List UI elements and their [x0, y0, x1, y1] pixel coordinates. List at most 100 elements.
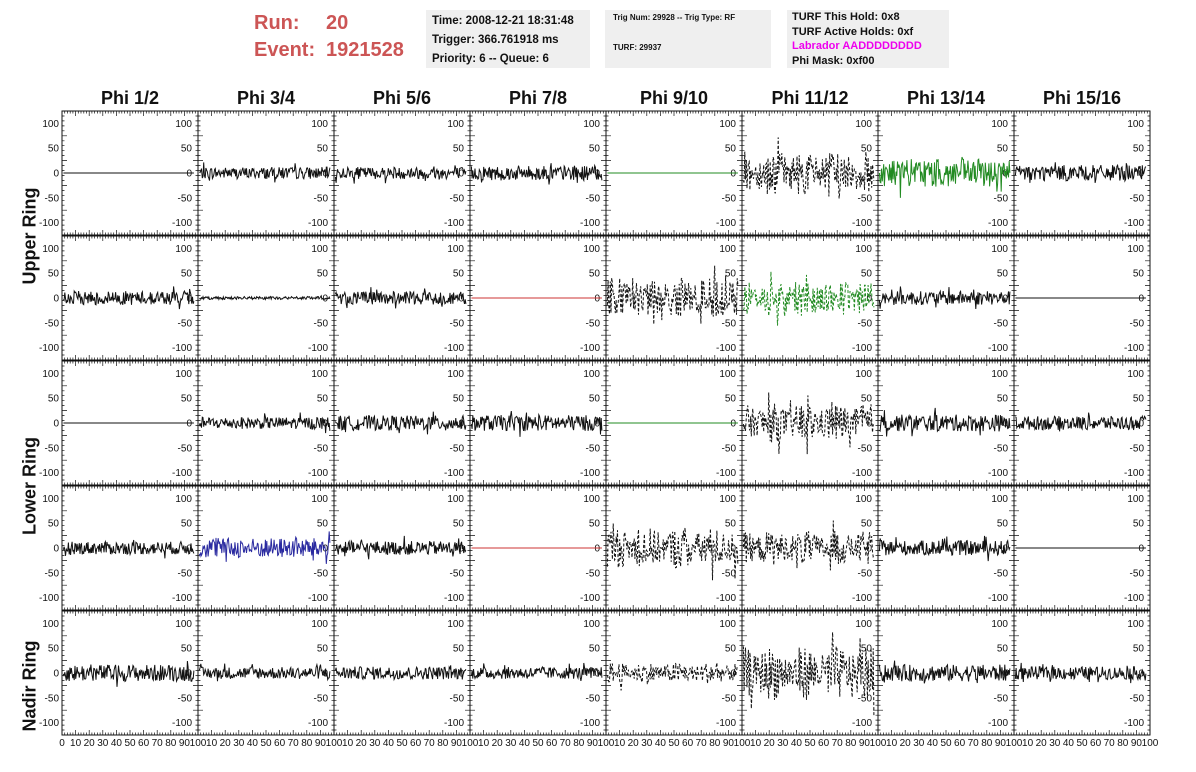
- y-tick-label: -50: [858, 568, 873, 579]
- y-tick-label: 100: [311, 244, 328, 255]
- x-tick-label: 30: [1049, 738, 1061, 749]
- y-tick-label: -100: [716, 718, 736, 729]
- y-tick-label: 0: [186, 419, 192, 430]
- run-label: Run:: [254, 12, 300, 34]
- x-tick-label: 50: [940, 738, 952, 749]
- x-tick-label: 100: [734, 738, 751, 749]
- y-tick-label: 50: [181, 394, 193, 405]
- x-tick-label: 40: [383, 738, 395, 749]
- y-tick-label-left: -50: [45, 568, 60, 579]
- y-tick-label: 50: [861, 144, 873, 155]
- y-tick-label: -100: [716, 218, 736, 229]
- trig-line: Trig Num: 29928 -- Trig Type: RF: [613, 13, 736, 22]
- x-tick-label: 30: [777, 738, 789, 749]
- y-tick-label: -100: [1124, 718, 1144, 729]
- waveform-trace-r0-c7: [1014, 162, 1147, 184]
- y-tick-label: -50: [722, 193, 737, 204]
- y-tick-label: -100: [580, 593, 600, 604]
- y-tick-label: 100: [855, 369, 872, 380]
- y-tick-label: -50: [450, 193, 465, 204]
- y-tick-label: -50: [994, 318, 1009, 329]
- axis-ticks-r1-c2: [333, 235, 471, 361]
- y-tick-label: 100: [719, 369, 736, 380]
- y-tick-label: 100: [583, 369, 600, 380]
- axis-ticks-r2-c0: [61, 360, 199, 486]
- turf-line: TURF: 29937: [613, 43, 662, 52]
- waveform-trace-r0-c1: [199, 162, 331, 183]
- axis-ticks-r1-c7: [1013, 235, 1151, 361]
- trig-info-box: Trig Num: 29928 -- Trig Type: RF TURF: 2…: [605, 10, 771, 68]
- waveform-trace-r4-c7: [1014, 662, 1147, 684]
- y-tick-label: 100: [719, 619, 736, 630]
- y-tick-label: 0: [594, 544, 600, 555]
- waveform-trace-r1-c2: [334, 287, 467, 309]
- axis-ticks-r1-c1: [197, 235, 335, 361]
- y-tick-label: -100: [308, 343, 328, 354]
- x-tick-label: 70: [152, 738, 164, 749]
- axis-ticks-r4-c6: [877, 610, 1015, 736]
- waveform-trace-r3-c1: [198, 531, 331, 564]
- y-tick-label: -100: [1124, 593, 1144, 604]
- y-tick-label: 100: [855, 244, 872, 255]
- y-tick-label: 100: [175, 119, 192, 130]
- y-tick-label: 100: [447, 619, 464, 630]
- waveform-trace-r1-c5: [742, 271, 875, 326]
- x-tick-label: 60: [1090, 738, 1102, 749]
- y-tick-label: 0: [866, 544, 872, 555]
- x-tick-label: 20: [220, 738, 232, 749]
- x-tick-label: 70: [696, 738, 708, 749]
- x-tick-label: 80: [301, 738, 313, 749]
- x-tick-label: 10: [478, 738, 490, 749]
- y-tick-label: -50: [314, 693, 329, 704]
- y-tick-label: -100: [580, 468, 600, 479]
- y-tick-label: 50: [589, 144, 601, 155]
- x-tick-label: 80: [981, 738, 993, 749]
- y-tick-label: -100: [988, 218, 1008, 229]
- labrador-line: Labrador AADDDDDDDD: [792, 40, 922, 52]
- y-tick-label: 100: [719, 244, 736, 255]
- x-tick-label: 60: [682, 738, 694, 749]
- x-tick-label: 50: [1076, 738, 1088, 749]
- y-tick-label: -50: [1130, 318, 1145, 329]
- trigger-line: Trigger: 366.761918 ms: [432, 34, 559, 46]
- column-header-phi-1-2: Phi 1/2: [100, 88, 160, 108]
- x-tick-label: 100: [190, 738, 207, 749]
- column-header-phi-5-6: Phi 5/6: [372, 88, 432, 108]
- x-tick-label: 40: [247, 738, 259, 749]
- axis-ticks-r2-c7: [1013, 360, 1151, 486]
- x-tick-label: 10: [1022, 738, 1034, 749]
- axis-ticks-r2-c2: [333, 360, 471, 486]
- y-tick-label: -100: [444, 343, 464, 354]
- y-tick-label: -100: [852, 593, 872, 604]
- y-tick-label: 100: [1127, 619, 1144, 630]
- y-tick-label: 50: [589, 644, 601, 655]
- y-tick-label: 0: [594, 419, 600, 430]
- y-tick-label: 50: [861, 519, 873, 530]
- axis-ticks-r2-c4: [605, 360, 743, 486]
- y-tick-label: -50: [994, 568, 1009, 579]
- column-header-phi-7-8: Phi 7/8: [508, 88, 568, 108]
- x-tick-label: 10: [886, 738, 898, 749]
- waveform-trace-r0-c2: [334, 165, 467, 184]
- event-value: 1921528: [326, 39, 404, 61]
- y-tick-label: -100: [308, 218, 328, 229]
- y-tick-label: -100: [308, 718, 328, 729]
- y-tick-label: 0: [1138, 419, 1144, 430]
- axis-ticks-r2-c1: [197, 360, 335, 486]
- x-tick-label: 30: [369, 738, 381, 749]
- waveform-trace-r4-c4: [606, 662, 739, 691]
- y-tick-label: 50: [1133, 144, 1145, 155]
- run-event-block: Run: 20 Event: 1921528: [254, 10, 404, 64]
- y-tick-label: -100: [988, 593, 1008, 604]
- x-tick-label: 40: [111, 738, 123, 749]
- x-tick-label: 10: [342, 738, 354, 749]
- y-tick-label: -50: [314, 443, 329, 454]
- y-tick-label: -100: [172, 218, 192, 229]
- x-tick-label: 40: [927, 738, 939, 749]
- y-tick-label: 100: [991, 619, 1008, 630]
- x-tick-label: 20: [492, 738, 504, 749]
- axis-ticks-r3-c1: [197, 485, 335, 611]
- y-tick-label: 0: [866, 669, 872, 680]
- y-tick-label: 100: [991, 119, 1008, 130]
